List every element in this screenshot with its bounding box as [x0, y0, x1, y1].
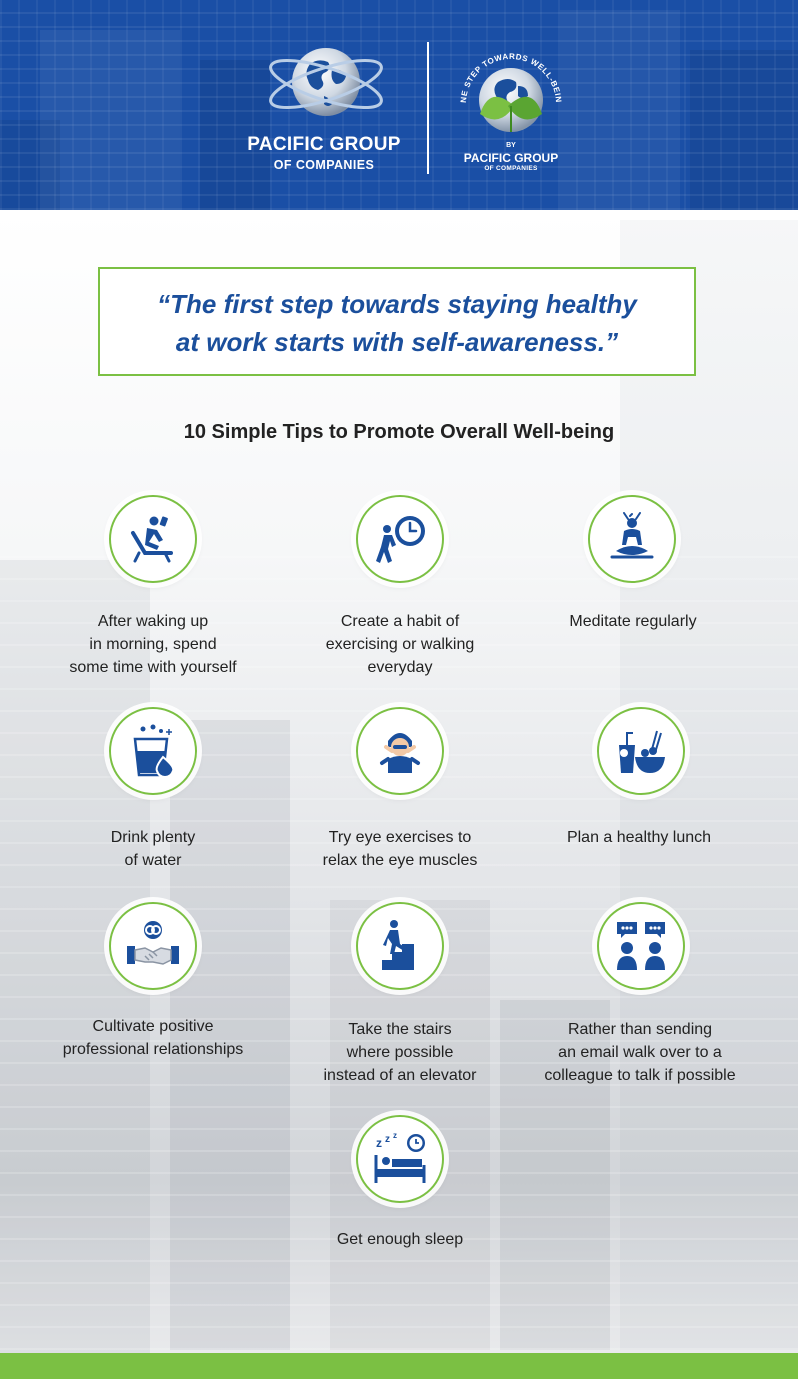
tip-label: Drink plenty of water: [33, 826, 273, 872]
tip-label-line: Drink plenty: [110, 829, 196, 846]
tip-label-line: professional relationships: [62, 1041, 244, 1058]
wellbeing-globe-leaf-icon: ONE STEP TOWARDS WELL-BEING: [448, 34, 562, 132]
tip-icon-circle: [109, 902, 197, 990]
header-banner: PACIFIC GROUP OF COMPANIES ONE STEP TOWA…: [0, 0, 798, 210]
stairs-icon: [382, 920, 414, 970]
tip-label-line: Rather than sending: [567, 1021, 713, 1038]
tip-label-line: of water: [124, 852, 182, 869]
by-brand-name: PACIFIC GROUP: [463, 151, 559, 165]
tip-label: Try eye exercises to relax the eye muscl…: [280, 826, 520, 872]
tip-label-line: exercising or walking: [325, 636, 475, 653]
building-bg: [690, 50, 798, 210]
tip-label-line: relax the eye muscles: [322, 852, 478, 869]
meditation-icon: [610, 512, 654, 559]
sleep-icon: z z z: [374, 1131, 426, 1183]
tip-label-line: Meditate regularly: [569, 613, 697, 630]
tip-label-line: Plan a healthy lunch: [566, 829, 712, 846]
tip-label-line: Create a habit of: [340, 613, 460, 630]
tip-label: Cultivate positive professional relation…: [33, 1015, 273, 1061]
walking-clock-icon: [376, 516, 425, 563]
tip-label: Plan a healthy lunch: [519, 826, 759, 849]
svg-text:z: z: [385, 1134, 390, 1145]
quote-line-1: “The first step towards staying healthy: [157, 289, 637, 319]
tip-label-line: in morning, spend: [89, 636, 217, 653]
tip-icon-circle: z z z: [356, 1115, 444, 1203]
tip-label-line: where possible: [346, 1044, 454, 1061]
tip-icon-circle: [597, 707, 685, 795]
globe-icon: [269, 48, 383, 116]
tip-label: Meditate regularly: [513, 610, 753, 633]
tip-icon-circle: [109, 495, 197, 583]
eye-exercise-icon: [380, 733, 420, 773]
svg-text:z: z: [376, 1136, 382, 1150]
brand-name: PACIFIC GROUP: [247, 134, 401, 155]
wellbeing-logo: ONE STEP TOWARDS WELL-BEING BY PACIFIC G…: [448, 34, 574, 184]
tips-heading: 10 Simple Tips to Promote Overall Well-b…: [183, 421, 615, 443]
tip-icon-circle: [109, 707, 197, 795]
healthy-lunch-icon: [619, 730, 665, 773]
tip-icon-circle: [597, 902, 685, 990]
building-bg: [0, 120, 60, 210]
quote-line-2: at work starts with self-awareness.”: [175, 327, 619, 357]
tip-icon-circle: [356, 707, 444, 795]
handshake-icon: [127, 921, 179, 965]
conversation-icon: [617, 922, 665, 970]
tip-icon-circle: [588, 495, 676, 583]
tip-label-line: some time with yourself: [69, 659, 237, 676]
brand-subtitle: OF COMPANIES: [273, 158, 375, 172]
pacific-group-logo: PACIFIC GROUP OF COMPANIES: [232, 40, 416, 180]
tip-label-line: an email walk over to a: [558, 1044, 722, 1061]
tip-label-line: Take the stairs: [348, 1021, 452, 1038]
footer-bar: [0, 1353, 798, 1379]
tip-label-line: After waking up: [97, 613, 209, 630]
building-bg: [40, 30, 180, 210]
tip-label: After waking up in morning, spend some t…: [33, 610, 273, 679]
tip-label: Get enough sleep: [280, 1228, 520, 1251]
tip-icon-circle: [356, 495, 444, 583]
tip-label-line: instead of an elevator: [323, 1067, 477, 1084]
tip-label-line: Try eye exercises to: [328, 829, 472, 846]
building-silhouette: [170, 720, 290, 1350]
water-glass-icon: [133, 724, 175, 779]
lounge-chair-icon: [131, 516, 173, 563]
tip-label-line: everyday: [367, 659, 433, 676]
tip-label-line: Cultivate positive: [92, 1018, 214, 1035]
tip-icon-circle: [356, 902, 444, 990]
tip-label: Rather than sending an email walk over t…: [520, 1018, 760, 1087]
building-silhouette: [500, 1000, 610, 1350]
tip-label: Take the stairs where possible instead o…: [280, 1018, 520, 1087]
svg-text:z: z: [393, 1131, 397, 1140]
tip-label-line: Get enough sleep: [336, 1231, 464, 1248]
window-pattern: [0, 0, 798, 210]
logo-divider: [427, 42, 429, 174]
tip-label-line: colleague to talk if possible: [544, 1067, 736, 1084]
quote-box: “The first step towards staying healthy …: [98, 267, 696, 376]
building-bg: [560, 10, 680, 210]
by-brand-subtitle: OF COMPANIES: [484, 165, 538, 172]
building-bg: [200, 60, 270, 210]
by-label: BY: [506, 142, 516, 149]
tip-label: Create a habit of exercising or walking …: [280, 610, 520, 679]
